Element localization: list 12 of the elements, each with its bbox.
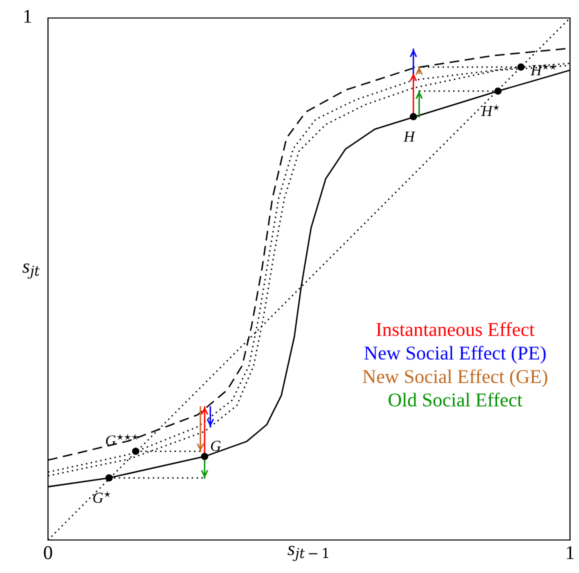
x-tick-label: 0 [44,546,52,560]
y-axis-title: s$_{jt}$ [22,263,40,279]
annotation: G [211,440,221,452]
annotation: H [404,132,416,142]
text: New Social Effect (GE) [362,369,548,388]
text: 1 [24,10,32,23]
text: Old Social Effect [388,392,522,407]
annotation: G$^{⋆}$ [93,490,111,503]
annotation: H$^{⋆}$ [481,104,500,116]
text: New Social Effect (PE) [364,346,546,364]
x-axis-title: s$_{jt−1}$ [288,546,328,562]
text: Instantaneous Effect [376,322,535,336]
